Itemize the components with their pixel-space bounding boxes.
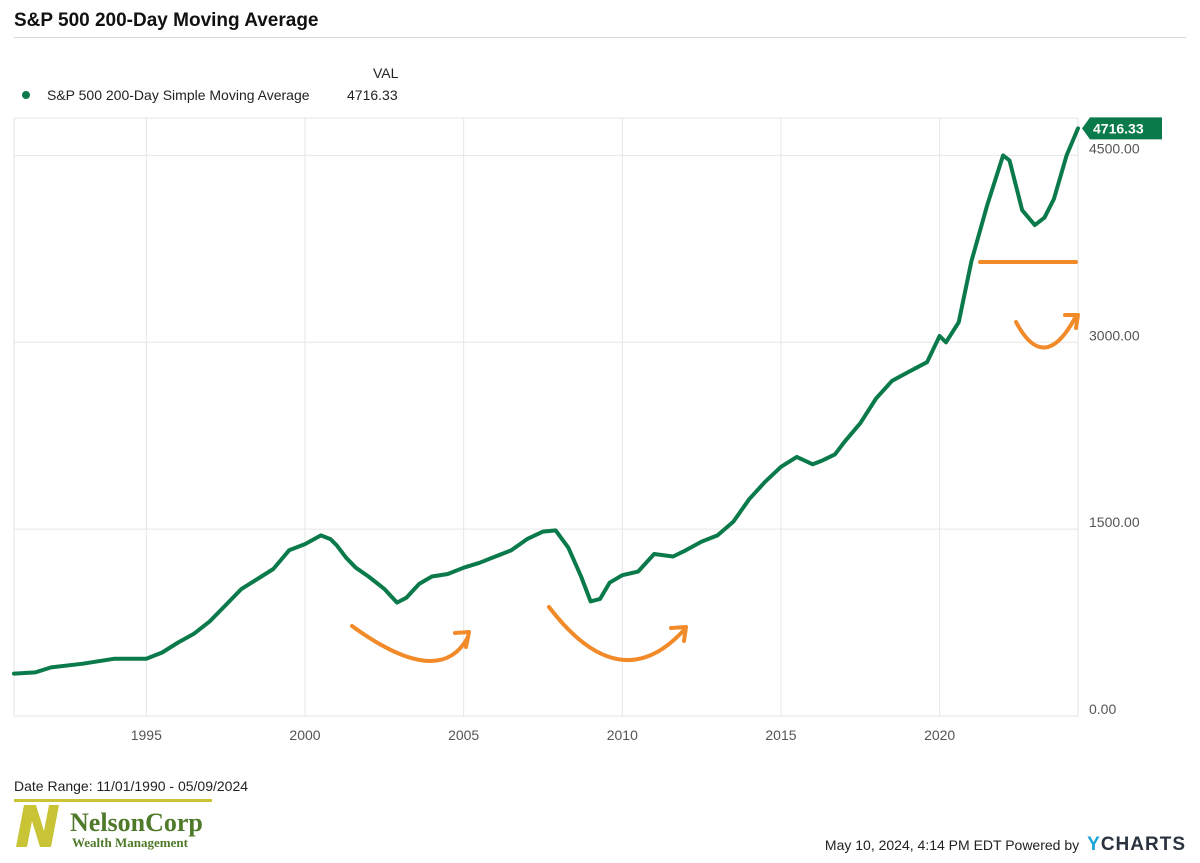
x-tick-label: 2005 [448, 727, 479, 743]
annotation-arrowhead-2022 [1063, 313, 1080, 330]
logo-bar [14, 799, 212, 802]
grid-lines [13, 117, 1079, 717]
x-tick-label: 2015 [765, 727, 796, 743]
legend-series-name: S&P 500 200-Day Simple Moving Average [47, 87, 310, 103]
last-value-tag: 4716.33 [1082, 117, 1162, 140]
y-axis-labels: 0.00 1500.00 3000.00 4500.00 [1089, 140, 1140, 717]
series-line [12, 126, 1080, 676]
legend-series-value: 4716.33 [347, 87, 398, 103]
title-divider [14, 37, 1186, 38]
ycharts-logo[interactable]: YCHARTS [1087, 834, 1186, 855]
last-value-tag-label: 4716.33 [1093, 120, 1144, 136]
annotation-arrowhead-2002 [453, 630, 471, 649]
nelsoncorp-logo: NelsonCorp Wealth Management [14, 799, 212, 850]
x-axis-labels: 1995 2000 2005 2010 2015 2020 [131, 727, 956, 743]
last-value-tag-shape [1082, 117, 1162, 140]
logo-sub: Wealth Management [72, 835, 189, 850]
footer: May 10, 2024, 4:14 PM EDT Powered by YCH… [825, 834, 1186, 856]
chart-title: S&P 500 200-Day Moving Average [14, 10, 319, 31]
x-tick-label: 2010 [607, 727, 638, 743]
legend-dot-icon [22, 91, 30, 99]
logo-n-mark [16, 805, 59, 847]
x-tick-label: 2020 [924, 727, 955, 743]
logo-name: NelsonCorp [70, 808, 203, 837]
legend-value-header: VAL [373, 65, 399, 81]
date-range: Date Range: 11/01/1990 - 05/09/2024 [14, 778, 249, 794]
annotation-arrowhead-2008 [669, 625, 688, 643]
annotation-arrow-2008 [547, 605, 686, 663]
x-tick-label: 2000 [289, 727, 320, 743]
y-tick-label: 0.00 [1089, 701, 1116, 717]
annotation-arrows [350, 260, 1080, 663]
annotation-arrow-2022 [1014, 316, 1077, 350]
legend-item[interactable]: S&P 500 200-Day Simple Moving Average [22, 87, 310, 103]
y-tick-label: 1500.00 [1089, 514, 1140, 530]
annotation-arrow-2002 [350, 624, 470, 663]
footer-timestamp: May 10, 2024, 4:14 PM EDT Powered by [824, 837, 1080, 853]
x-tick-label: 1995 [131, 727, 162, 743]
y-tick-label: 4500.00 [1089, 140, 1140, 156]
y-tick-label: 3000.00 [1089, 327, 1140, 343]
